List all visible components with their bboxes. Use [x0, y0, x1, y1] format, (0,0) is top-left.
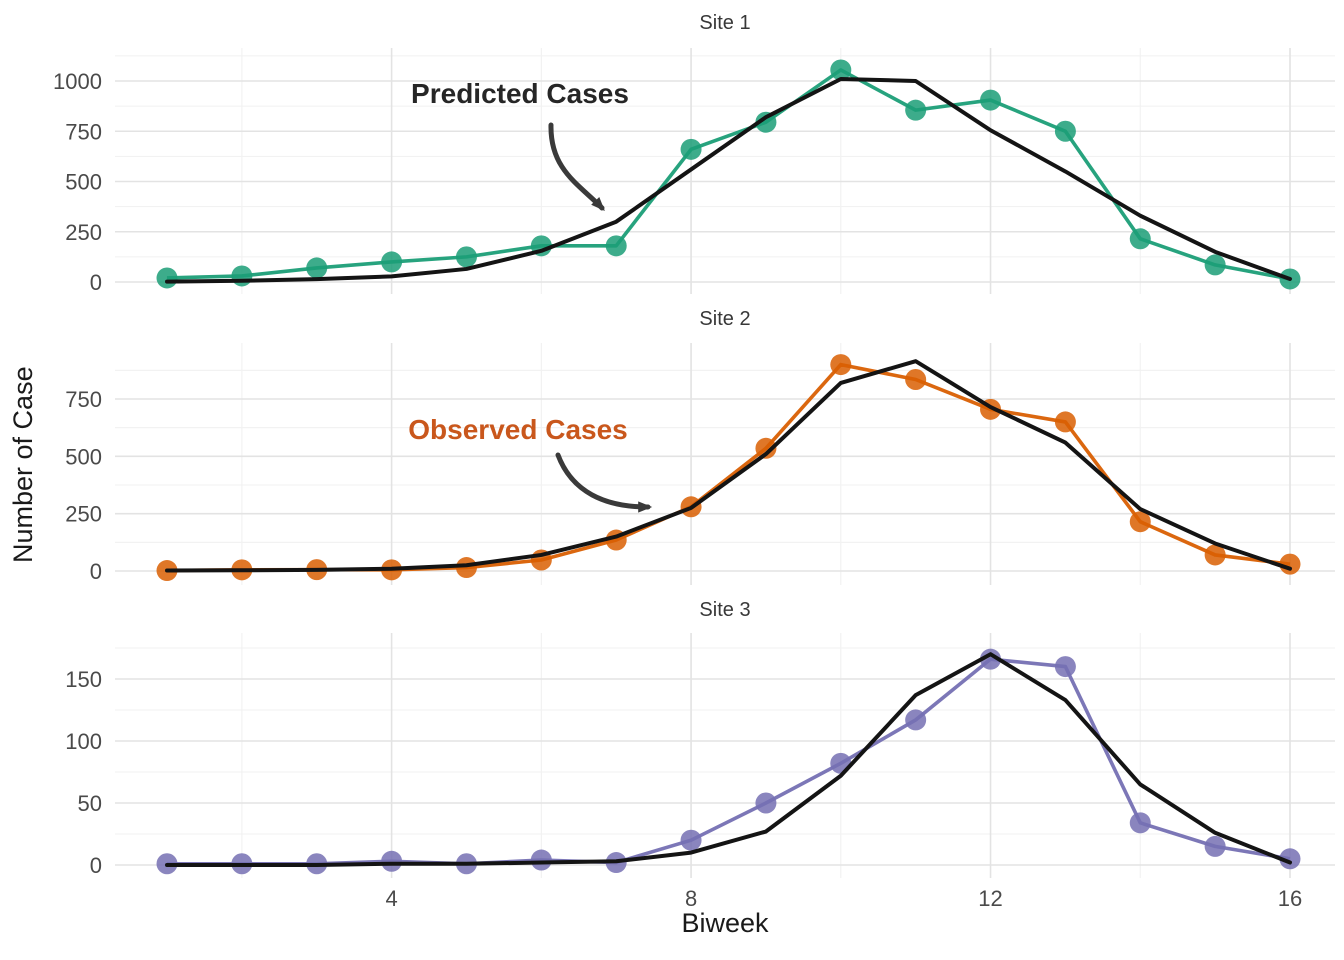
y-tick-label: 0	[90, 559, 102, 584]
x-tick-labels: 4 8 12 16	[385, 886, 1302, 911]
observed-points-site-3	[156, 648, 1301, 875]
predicted-line-site-3	[165, 652, 1293, 867]
annotation-arrow-predicted	[548, 122, 605, 212]
y-tick-label: 1000	[53, 69, 102, 94]
y-tick-label: 250	[65, 220, 102, 245]
x-tick-label: 8	[685, 886, 697, 911]
facet-title-site-1: Site 1	[699, 12, 751, 34]
predicted-line-site-2	[165, 359, 1293, 573]
y-tick-label: 100	[65, 729, 102, 754]
x-axis-title: Biweek	[681, 908, 769, 938]
y-tick-label: 0	[90, 270, 102, 295]
observed-line-site-1	[166, 68, 1291, 281]
y-tick-labels-site-3: 0 50 100 150	[65, 667, 102, 878]
observed-line-site-2	[166, 362, 1291, 573]
y-tick-label: 0	[90, 853, 102, 878]
y-tick-label: 750	[65, 119, 102, 144]
y-tick-label: 500	[65, 170, 102, 195]
predicted-line-site-1	[165, 76, 1293, 284]
y-tick-labels-site-1: 0 250 500 750 1000	[53, 69, 102, 295]
x-tick-label: 16	[1278, 886, 1302, 911]
annotation-arrow-observed	[555, 452, 653, 513]
panel-site-1-grid	[115, 48, 1335, 294]
observed-points-site-2	[156, 354, 1301, 582]
y-tick-labels-site-2: 0 250 500 750	[65, 387, 102, 584]
facet-title-site-3: Site 3	[699, 599, 751, 621]
annotation-observed-cases: Observed Cases	[408, 414, 628, 445]
x-tick-label: 12	[978, 886, 1002, 911]
y-tick-label: 150	[65, 667, 102, 692]
panel-site-2-grid	[115, 343, 1335, 585]
y-tick-label: 50	[78, 791, 102, 816]
y-tick-label: 250	[65, 502, 102, 527]
y-axis-title: Number of Case	[8, 366, 38, 564]
facet-title-site-2: Site 2	[699, 308, 751, 330]
x-tick-label: 4	[385, 886, 397, 911]
y-tick-label: 500	[65, 444, 102, 469]
annotation-predicted-cases: Predicted Cases	[411, 78, 629, 109]
y-tick-label: 750	[65, 387, 102, 412]
